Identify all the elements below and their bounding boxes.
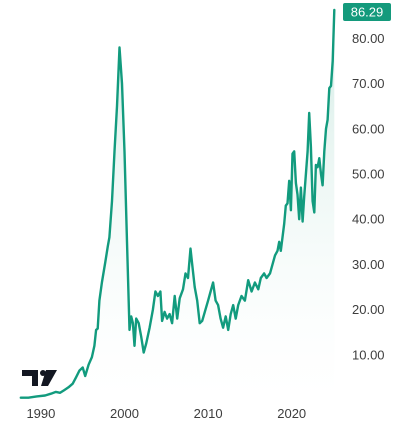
x-axis: 1990 2000 2010 2020 (26, 406, 306, 421)
x-tick-label: 2000 (110, 406, 139, 421)
last-value-badge-layer: 86.29 (343, 3, 391, 21)
y-axis: 10.00 20.00 30.00 40.00 50.00 60.00 70.00 80.00 (352, 31, 385, 362)
series-line (19, 8, 336, 399)
y-tick-label: 30.00 (352, 257, 385, 272)
last-value-label: 86.29 (351, 5, 384, 20)
series-line-layer (19, 8, 336, 399)
x-tick-label: 2020 (277, 406, 306, 421)
last-value-badge (343, 3, 391, 21)
y-tick-label: 80.00 (352, 31, 385, 46)
y-tick-label: 60.00 (352, 121, 385, 136)
y-tick-label: 50.00 (352, 167, 385, 182)
x-tick-label: 1990 (26, 406, 55, 421)
y-tick-label: 10.00 (352, 347, 385, 362)
tradingview-logo-icon (22, 370, 57, 386)
y-tick-label: 40.00 (352, 212, 385, 227)
y-tick-label: 20.00 (352, 302, 385, 317)
y-tick-label: 70.00 (352, 76, 385, 91)
area-fill-layer (20, 10, 335, 400)
x-tick-label: 2010 (194, 406, 223, 421)
series-area-fill (20, 10, 335, 400)
